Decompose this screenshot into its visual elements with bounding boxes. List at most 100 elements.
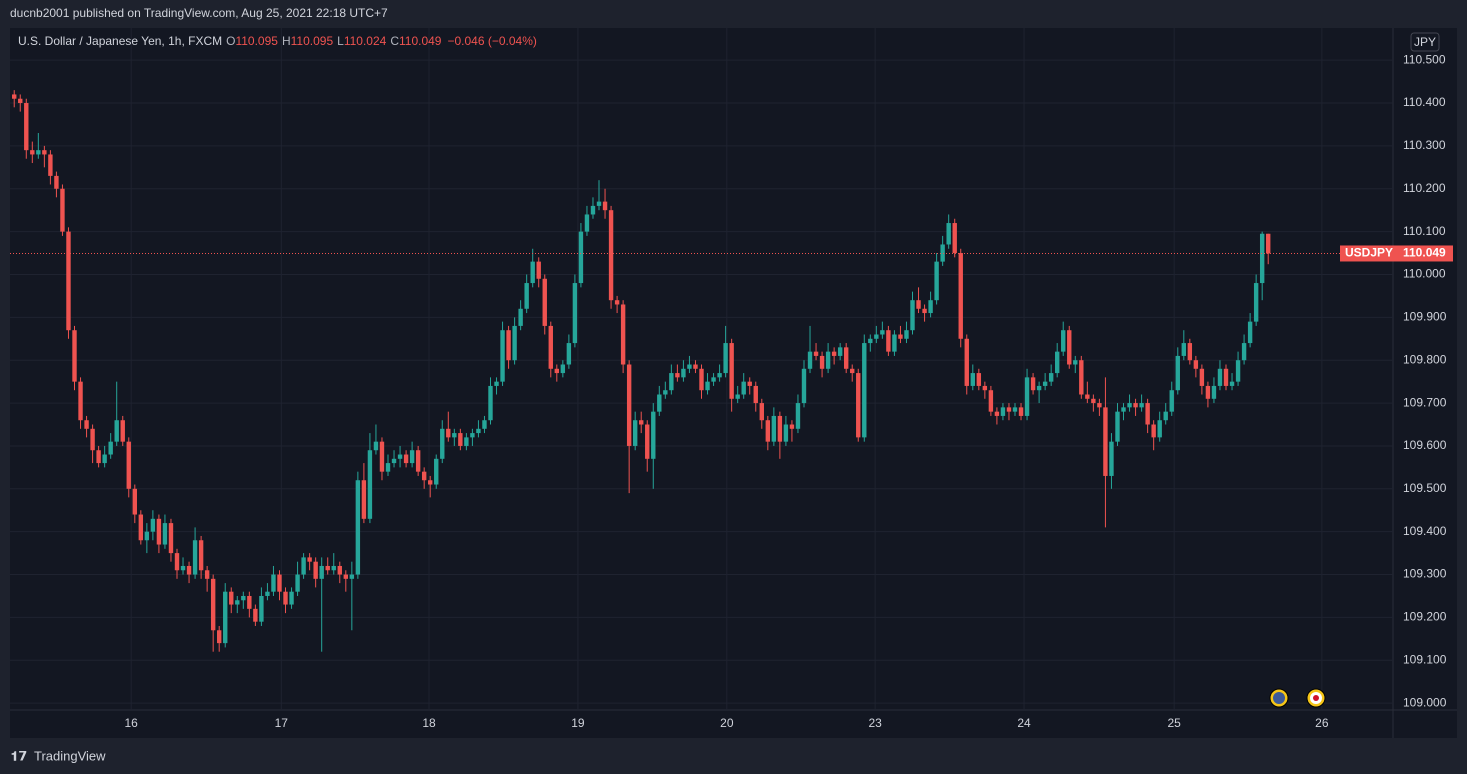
candle-body (36, 150, 41, 155)
candle-body (1151, 424, 1156, 438)
candle-body (807, 351, 813, 369)
candle-body (880, 330, 885, 335)
candle-body (952, 223, 957, 254)
us-flag (1273, 692, 1285, 704)
candle-body (1199, 368, 1205, 386)
candle-body (681, 368, 686, 378)
candle-body (554, 368, 560, 374)
candle-body (801, 368, 807, 404)
candle-body (295, 574, 300, 592)
y-tick-label: 109.800 (1403, 352, 1447, 366)
x-tick-label: 25 (1167, 716, 1181, 730)
candle-body (1067, 330, 1072, 365)
candle-body (1085, 394, 1090, 399)
y-tick-label: 109.100 (1403, 652, 1447, 666)
candle-body (24, 103, 29, 151)
candle-body (699, 368, 704, 391)
candle-body (783, 424, 789, 442)
candle-body (669, 373, 674, 391)
candles (10, 90, 1393, 652)
candle-body (1018, 407, 1024, 416)
y-tick-label: 110.000 (1403, 267, 1446, 281)
candle-body (572, 283, 578, 344)
candle-body (795, 403, 801, 429)
candle-body (48, 154, 53, 176)
candle-body (66, 231, 71, 331)
candle-body (566, 343, 572, 365)
candle-body (180, 565, 186, 571)
candle-body (319, 565, 324, 579)
candle-body (488, 385, 493, 421)
candle-body (651, 411, 656, 459)
candle-body (964, 338, 969, 386)
y-tick-label: 110.200 (1403, 181, 1446, 195)
y-tick-label: 109.200 (1403, 610, 1447, 624)
candle-body (850, 368, 855, 374)
candle-body (349, 574, 355, 579)
y-tick-label: 110.300 (1403, 138, 1446, 152)
candle-body (1205, 385, 1211, 399)
candle-body (186, 565, 192, 575)
candle-body (1259, 233, 1265, 284)
y-tick-label: 110.400 (1403, 95, 1446, 109)
candle-body (1054, 351, 1060, 374)
event-icons (1269, 688, 1326, 708)
candle-body (639, 420, 644, 425)
candle-body (596, 201, 602, 206)
candle-body (1109, 441, 1114, 476)
candle-body (494, 381, 499, 386)
candle-body (512, 325, 517, 361)
candle-body (1169, 390, 1174, 412)
candle-body (1115, 411, 1120, 442)
candle-body (771, 415, 777, 442)
candle-body (1193, 360, 1199, 369)
candle-body (102, 454, 107, 464)
candle-body (355, 480, 361, 575)
candle-body (54, 175, 59, 189)
candle-body (831, 351, 837, 356)
y-tick-label: 109.600 (1403, 438, 1447, 452)
currency-button[interactable] (1410, 32, 1440, 52)
grid (10, 28, 1393, 710)
candle-body (560, 364, 566, 374)
candle-body (42, 150, 47, 155)
candle-body (741, 381, 746, 395)
candle-body (367, 450, 373, 519)
candle-body (1241, 343, 1247, 361)
candle-body (144, 531, 150, 541)
candle-body (1211, 385, 1217, 399)
candle-body (904, 330, 909, 339)
candle-body (108, 441, 113, 455)
candle-body (614, 300, 620, 305)
currency[interactable]: JPY (1414, 35, 1436, 49)
candle-body (657, 394, 662, 412)
ohlc-value: 110.095 (235, 34, 278, 48)
x-tick-label: 17 (275, 716, 289, 730)
y-tick-label: 110.500 (1403, 52, 1446, 66)
candle-body (307, 557, 312, 562)
candle-body (464, 437, 469, 446)
candle-body (434, 458, 439, 485)
candle-body (1036, 385, 1042, 391)
candle-body (168, 523, 174, 554)
y-tick-label: 109.400 (1403, 524, 1447, 538)
candle-body (747, 381, 752, 386)
candle-body (892, 334, 897, 352)
legend: U.S. Dollar / Japanese Yen, 1h, FXCM O110… (18, 34, 537, 48)
candle-body (928, 300, 933, 314)
symbol-title: U.S. Dollar / Japanese Yen, 1h, FXCM (18, 34, 222, 48)
symbol-tag: USDJPY (1345, 246, 1393, 260)
y-tick-label: 109.500 (1403, 481, 1447, 495)
candle-body (982, 385, 988, 391)
candle-body (162, 523, 168, 545)
candle-body (602, 201, 608, 211)
publisher: ducnb2001 published on TradingView.com, … (10, 6, 388, 20)
candle-body (970, 373, 975, 386)
candle-body (675, 373, 680, 378)
candle-body (1181, 343, 1187, 356)
candle-body (687, 364, 692, 369)
jp-dot (1313, 695, 1319, 701)
candle-body (283, 591, 288, 605)
candle-body (620, 304, 626, 365)
